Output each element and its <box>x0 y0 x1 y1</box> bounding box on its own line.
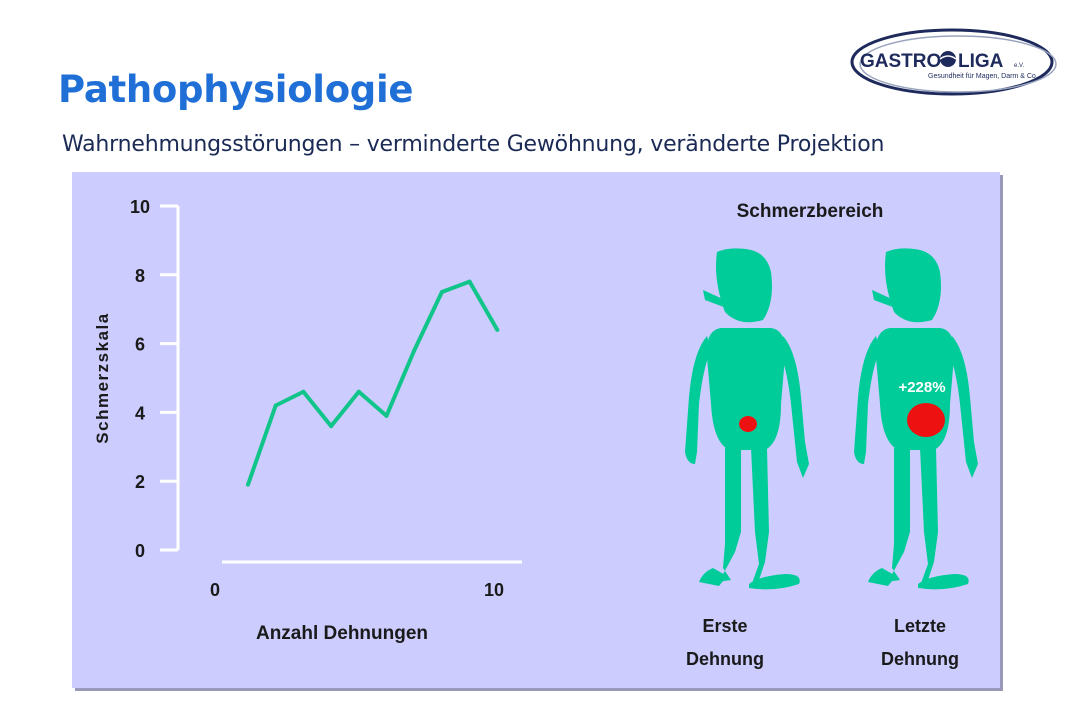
x-tick-label-0: 0 <box>210 580 220 600</box>
data-point <box>356 389 361 394</box>
data-point <box>467 279 472 284</box>
x-tick-label-10: 10 <box>484 580 504 600</box>
y-tick-label-0: 0 <box>135 541 145 561</box>
data-point <box>329 424 334 429</box>
data-point <box>495 327 500 332</box>
logo-text-right: LIGA <box>958 51 1004 72</box>
body-figure-first <box>685 248 809 590</box>
logo-tagline: Gesundheit für Magen, Darm & Co. <box>928 73 1038 80</box>
first-stretch-label-line2: Dehnung <box>686 649 764 669</box>
y-ticks: 0 2 4 6 8 10 <box>130 197 178 561</box>
increase-label: +228% <box>898 379 945 396</box>
x-ticks: 0 10 <box>210 580 504 600</box>
data-point <box>246 482 250 487</box>
y-tick-label-4: 4 <box>135 403 145 423</box>
body-figure-last: +228% <box>854 248 978 590</box>
data-point <box>273 403 278 408</box>
last-stretch-label-line2: Dehnung <box>881 649 959 669</box>
gastro-liga-logo: GASTRO LIGA e.V. Gesundheit für Magen, D… <box>850 28 1057 96</box>
data-point <box>384 413 389 418</box>
pain-spot-last <box>907 403 945 437</box>
last-stretch-label-line1: Letzte <box>894 616 946 636</box>
series-line <box>246 279 500 486</box>
page-subtitle: Wahrnehmungsstörungen – verminderte Gewö… <box>62 132 885 157</box>
pain-spot-first <box>739 416 757 432</box>
data-point <box>412 348 417 353</box>
x-axis-title: Anzahl Dehnungen <box>256 623 428 644</box>
y-axis-title: Schmerzskala <box>93 312 112 443</box>
y-tick-label-2: 2 <box>135 472 145 492</box>
logo-suffix: e.V. <box>1014 63 1024 69</box>
data-points <box>246 279 500 487</box>
data-point <box>301 389 306 394</box>
logo-text-left: GASTRO <box>860 51 941 72</box>
page-title: Pathophysiologie <box>58 68 414 111</box>
y-tick-label-10: 10 <box>130 197 150 217</box>
line-chart: 0 2 4 6 8 10 0 10 Schmerzskala Anzahl Dehnunge… <box>93 197 978 669</box>
y-tick-label-8: 8 <box>135 266 145 286</box>
y-tick-label-6: 6 <box>135 335 145 355</box>
globe-icon <box>939 51 957 67</box>
figure-panel: 0 2 4 6 8 10 0 10 Schmerzskala Anzahl Dehnunge… <box>72 172 1000 688</box>
first-stretch-label-line1: Erste <box>702 616 747 636</box>
data-point <box>439 290 444 294</box>
pain-area-label: Schmerzbereich <box>737 201 884 222</box>
